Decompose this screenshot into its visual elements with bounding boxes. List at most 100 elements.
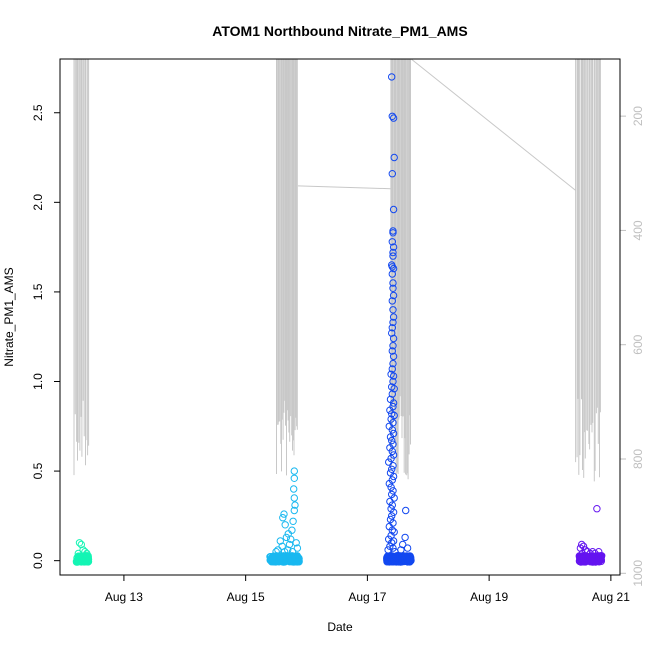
y2-tick-label: 600 bbox=[631, 334, 645, 354]
data-point bbox=[73, 554, 81, 562]
data-point bbox=[578, 540, 586, 549]
data-point bbox=[282, 552, 290, 561]
data-point bbox=[388, 447, 396, 456]
data-point bbox=[390, 385, 398, 393]
plot-frame bbox=[59, 58, 621, 576]
altitude-transit-line bbox=[410, 58, 576, 191]
data-point bbox=[282, 533, 291, 542]
data-point bbox=[290, 485, 298, 493]
data-point bbox=[593, 505, 601, 513]
data-point bbox=[280, 510, 288, 518]
scatter-points-layer bbox=[72, 73, 606, 566]
data-point bbox=[83, 549, 91, 558]
data-point bbox=[385, 458, 393, 466]
data-point bbox=[288, 526, 296, 534]
data-point bbox=[388, 238, 396, 246]
data-point bbox=[389, 205, 398, 214]
data-point bbox=[388, 112, 396, 121]
y-tick-label: 1.5 bbox=[31, 283, 45, 300]
chart-title: ATOM1 Northbound Nitrate_PM1_AMS bbox=[212, 23, 467, 39]
axes-layer: Aug 13 Aug 15 Aug 17 Aug 19 Aug 21 0.0 0.5 1.0 1… bbox=[31, 104, 645, 604]
data-point bbox=[291, 501, 299, 509]
data-point bbox=[294, 554, 302, 562]
data-point bbox=[389, 399, 398, 407]
data-point bbox=[280, 548, 289, 556]
data-point bbox=[267, 554, 275, 563]
data-point bbox=[389, 537, 398, 545]
data-point bbox=[389, 318, 397, 327]
data-point bbox=[77, 540, 86, 549]
data-point bbox=[82, 556, 91, 565]
data-point bbox=[389, 472, 398, 481]
x-tick-label: Aug 21 bbox=[592, 590, 630, 604]
data-point bbox=[402, 506, 410, 515]
data-point bbox=[388, 170, 396, 178]
data-point bbox=[289, 517, 297, 525]
data-point bbox=[293, 544, 302, 552]
data-point bbox=[389, 248, 397, 257]
data-point bbox=[403, 544, 412, 552]
data-point bbox=[389, 544, 397, 552]
data-point bbox=[586, 549, 594, 558]
data-point bbox=[388, 436, 396, 445]
y-tick-label: 0.5 bbox=[31, 462, 45, 479]
data-point bbox=[389, 487, 397, 495]
data-point bbox=[276, 537, 284, 545]
data-point bbox=[388, 270, 396, 278]
data-point bbox=[392, 553, 400, 561]
data-point bbox=[407, 557, 415, 565]
y2-tick-label: 400 bbox=[631, 220, 645, 240]
data-point bbox=[391, 548, 399, 556]
data-point bbox=[385, 479, 393, 488]
x-tick-label: Aug 13 bbox=[105, 590, 143, 604]
data-point bbox=[387, 415, 395, 423]
data-point bbox=[389, 372, 398, 380]
data-point bbox=[586, 554, 595, 563]
data-point bbox=[384, 546, 392, 554]
data-point bbox=[390, 153, 398, 162]
data-point bbox=[389, 264, 398, 273]
data-point bbox=[388, 465, 396, 473]
data-point bbox=[388, 324, 396, 332]
data-point bbox=[389, 306, 397, 314]
y-tick-label: 0.0 bbox=[31, 552, 45, 569]
y-tick-label: 1.0 bbox=[31, 373, 45, 390]
data-point bbox=[287, 535, 295, 543]
data-point bbox=[75, 539, 84, 547]
data-point bbox=[293, 558, 301, 566]
data-point bbox=[272, 548, 280, 556]
data-point bbox=[386, 406, 394, 414]
data-point bbox=[389, 291, 398, 300]
y2-tick-label: 200 bbox=[631, 106, 645, 126]
data-point bbox=[290, 506, 298, 515]
data-point bbox=[389, 114, 398, 122]
y2-tick-label: 800 bbox=[631, 449, 645, 469]
data-point bbox=[292, 539, 300, 547]
data-point bbox=[389, 313, 398, 321]
y-axis-label: Nitrate_PM1_AMS bbox=[2, 267, 16, 366]
data-point bbox=[389, 284, 397, 292]
data-point bbox=[389, 462, 397, 470]
x-tick-label: Aug 17 bbox=[348, 590, 386, 604]
y-tick-label: 2.5 bbox=[31, 104, 45, 121]
data-point bbox=[81, 548, 89, 556]
data-point bbox=[274, 546, 282, 554]
data-point bbox=[290, 494, 298, 502]
altitude-series-layer bbox=[73, 58, 601, 482]
x-tick-label: Aug 19 bbox=[470, 590, 508, 604]
data-point bbox=[271, 556, 279, 564]
y2-tick-label: 1000 bbox=[631, 560, 645, 587]
data-point bbox=[399, 554, 407, 562]
data-point bbox=[387, 483, 395, 491]
data-point bbox=[388, 263, 396, 271]
data-point bbox=[388, 390, 396, 398]
data-point bbox=[578, 549, 586, 558]
data-point bbox=[279, 514, 287, 522]
data-point bbox=[388, 297, 396, 305]
data-point bbox=[389, 359, 397, 368]
data-point bbox=[389, 352, 398, 361]
data-point bbox=[389, 243, 398, 251]
data-point bbox=[290, 467, 298, 475]
data-point bbox=[399, 540, 407, 549]
